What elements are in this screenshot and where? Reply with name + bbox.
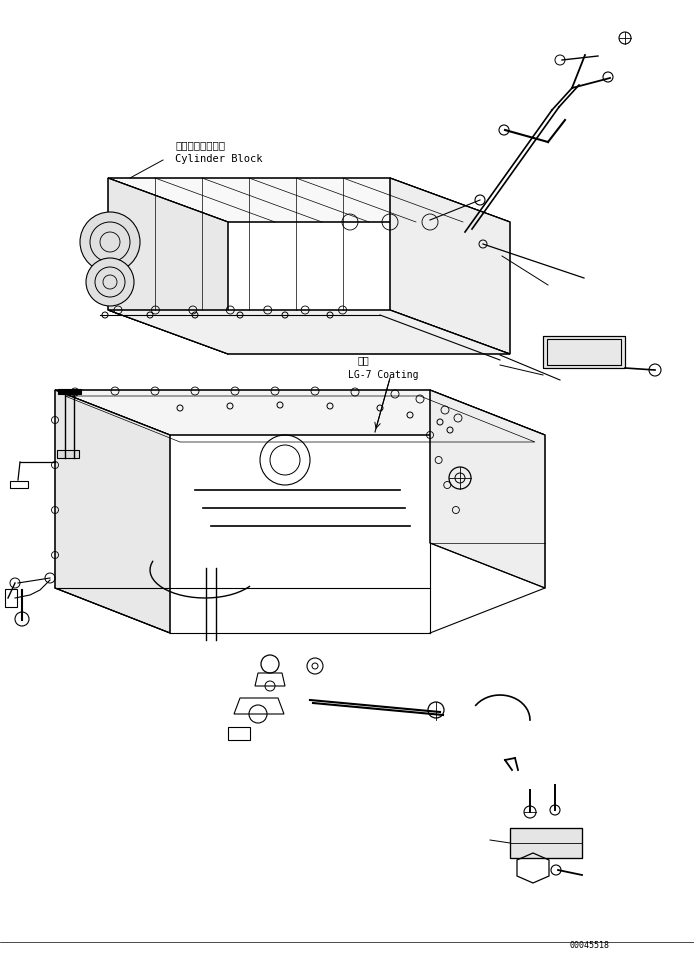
Polygon shape bbox=[58, 389, 81, 394]
Bar bbox=[543, 336, 625, 368]
Text: 00045518: 00045518 bbox=[570, 941, 610, 950]
Polygon shape bbox=[108, 310, 510, 354]
Polygon shape bbox=[390, 178, 510, 354]
Bar bbox=[57, 450, 79, 458]
Circle shape bbox=[86, 258, 134, 306]
Bar bbox=[228, 727, 250, 740]
Polygon shape bbox=[430, 390, 545, 588]
Text: シリンダブロック: シリンダブロック bbox=[175, 140, 225, 150]
Polygon shape bbox=[510, 828, 582, 858]
Circle shape bbox=[80, 212, 140, 272]
Text: 塗布: 塗布 bbox=[358, 355, 370, 365]
Bar bbox=[10, 481, 28, 488]
Polygon shape bbox=[55, 390, 170, 633]
Bar bbox=[5, 589, 17, 607]
Bar bbox=[543, 336, 625, 368]
Polygon shape bbox=[55, 390, 545, 435]
Bar bbox=[547, 339, 621, 365]
Polygon shape bbox=[108, 178, 228, 354]
Polygon shape bbox=[108, 178, 510, 222]
Text: LG-7 Coating: LG-7 Coating bbox=[348, 370, 418, 380]
Text: Cylinder Block: Cylinder Block bbox=[175, 154, 262, 164]
